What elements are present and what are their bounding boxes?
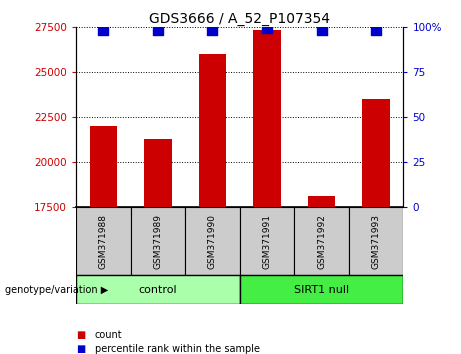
Text: ■: ■	[76, 330, 85, 339]
Bar	[90, 126, 117, 207]
Text: count: count	[95, 330, 122, 339]
Bar	[294, 207, 349, 275]
Text: GSM371991: GSM371991	[262, 214, 272, 269]
Text: control: control	[139, 285, 177, 295]
Bar	[199, 54, 226, 207]
Bar	[76, 207, 130, 275]
Point	[100, 27, 107, 33]
Text: SIRT1 null: SIRT1 null	[294, 285, 349, 295]
Bar	[308, 196, 335, 207]
Bar	[76, 275, 240, 304]
Text: ■: ■	[76, 344, 85, 354]
Point	[318, 27, 325, 33]
Text: GSM371990: GSM371990	[208, 214, 217, 269]
Point	[263, 25, 271, 31]
Bar	[349, 207, 403, 275]
Bar	[130, 207, 185, 275]
Text: GSM371992: GSM371992	[317, 214, 326, 269]
Text: GSM371989: GSM371989	[154, 214, 162, 269]
Text: GSM371993: GSM371993	[372, 214, 381, 269]
Point	[209, 27, 216, 33]
Point	[154, 27, 162, 33]
Bar	[254, 30, 281, 207]
Bar	[362, 99, 390, 207]
Text: percentile rank within the sample: percentile rank within the sample	[95, 344, 260, 354]
Bar	[144, 138, 171, 207]
Text: GSM371988: GSM371988	[99, 214, 108, 269]
Bar	[240, 207, 294, 275]
Bar	[240, 275, 403, 304]
Text: genotype/variation ▶: genotype/variation ▶	[5, 285, 108, 295]
Title: GDS3666 / A_52_P107354: GDS3666 / A_52_P107354	[149, 12, 330, 25]
Point	[372, 27, 380, 33]
Bar	[185, 207, 240, 275]
